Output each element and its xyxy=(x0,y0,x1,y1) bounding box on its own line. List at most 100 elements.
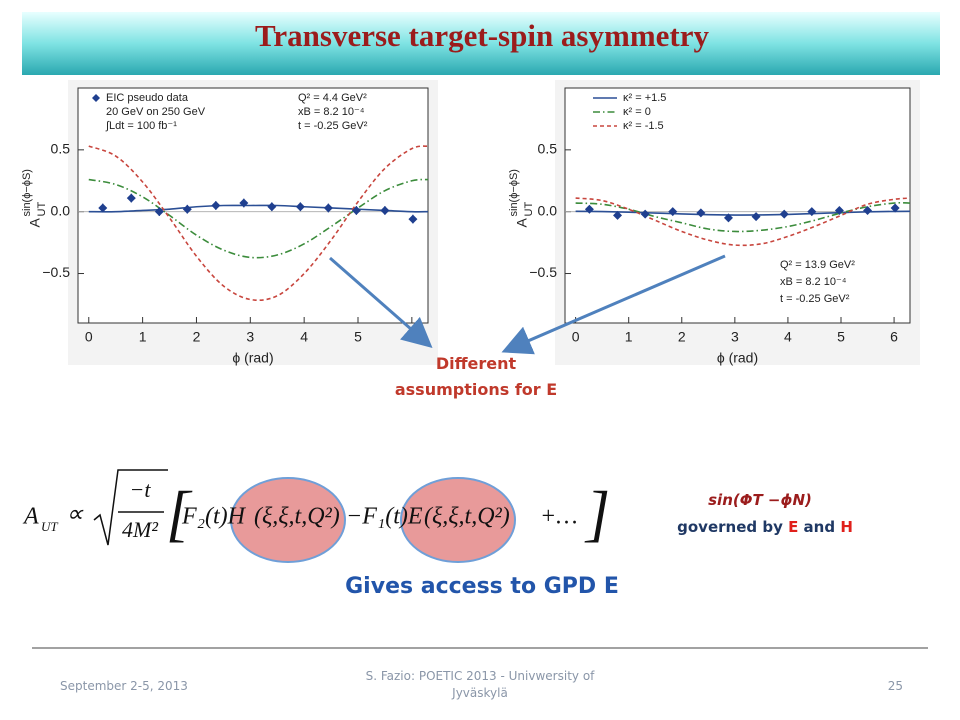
annotation: Q² = 13.9 GeV² xyxy=(780,259,855,271)
x-tick-label: 5 xyxy=(354,329,362,345)
y-tick-label: 0.0 xyxy=(51,202,71,218)
note-part: E xyxy=(788,518,798,536)
y-axis-label: sin(ϕ−ϕS) xyxy=(21,169,33,216)
curve xyxy=(575,197,911,247)
formula: 4M² xyxy=(122,517,158,542)
formula: −t xyxy=(130,477,152,502)
footer-date: September 2-5, 2013 xyxy=(60,679,188,693)
annotation: ∫Ldt = 100 fb⁻¹ xyxy=(105,120,177,132)
highlight-text: Gives access to GPD E xyxy=(345,574,619,599)
data-point xyxy=(267,202,277,212)
x-tick-label: 1 xyxy=(139,329,147,345)
arrow xyxy=(329,256,433,348)
x-tick-label: 6 xyxy=(890,329,898,345)
footer-page: 25 xyxy=(888,679,903,693)
curve xyxy=(575,201,911,233)
x-axis-label: ϕ (rad) xyxy=(232,350,273,366)
plot-area xyxy=(564,87,911,324)
data-point xyxy=(723,213,733,223)
data-point xyxy=(668,207,678,217)
y-axis-label: UT xyxy=(36,202,48,217)
callout: assumptions for E xyxy=(395,380,557,399)
y-axis-label: A xyxy=(27,218,43,228)
annotation: 20 GeV on 250 GeV xyxy=(106,106,206,118)
y-axis-label: sin(ϕ−ϕS) xyxy=(508,169,520,216)
curve xyxy=(88,145,429,302)
y-axis-label: A xyxy=(514,218,530,228)
slide-title: Transverse target-spin asymmetry xyxy=(255,18,709,53)
sqrt-sign xyxy=(93,469,168,546)
y-tick-label: −0.5 xyxy=(42,264,70,280)
formula: ∝ xyxy=(66,502,84,528)
callout: Different xyxy=(436,354,517,373)
data-point xyxy=(380,205,390,215)
x-tick-label: 2 xyxy=(678,329,686,345)
legend-label: κ² = 0 xyxy=(623,106,651,118)
annotation: xB = 8.2 10⁻⁴ xyxy=(298,106,365,118)
note-part: and xyxy=(798,518,840,536)
annotation: t = -0.25 GeV² xyxy=(780,293,850,305)
annotation: xB = 8.2 10⁻⁴ xyxy=(780,276,847,288)
x-tick-label: 0 xyxy=(85,329,93,345)
data-point xyxy=(751,212,761,222)
highlight-oval xyxy=(230,477,346,563)
data-point xyxy=(779,209,789,219)
formula: F₂(t)H xyxy=(181,504,247,530)
bracket: [ xyxy=(166,480,193,548)
data-point xyxy=(98,203,108,213)
footer-center: S. Fazio: POETIC 2013 - Univwersity of xyxy=(366,669,596,683)
data-point xyxy=(126,193,136,203)
bracket: ] xyxy=(584,480,610,548)
curve xyxy=(88,178,429,259)
formula: (ξ,ξ,t,Q²) xyxy=(424,504,510,530)
legend-label: EIC pseudo data xyxy=(106,92,189,104)
data-point xyxy=(640,209,650,219)
title-bar xyxy=(22,12,940,75)
formula: UT xyxy=(41,519,58,534)
data-point xyxy=(211,201,221,210)
plots: −0.50.00.50 1 2 3 4 5 6ϕ (rad)AUTsin(ϕ−ϕS)EIC … xyxy=(21,80,920,366)
annotation: t = -0.25 GeV² xyxy=(298,120,368,132)
data-point xyxy=(408,214,418,224)
x-tick-label: 4 xyxy=(784,329,792,345)
legend-label: κ² = +1.5 xyxy=(623,92,666,104)
y-tick-label: 0.5 xyxy=(51,141,71,157)
x-tick-label: 5 xyxy=(837,329,845,345)
y-tick-label: 0.5 xyxy=(538,141,558,157)
y-tick-label: 0.0 xyxy=(538,202,558,218)
legend-label: κ² = -1.5 xyxy=(623,120,664,132)
x-tick-label: 3 xyxy=(731,329,739,345)
note: governed by E and H xyxy=(677,518,853,536)
data-point xyxy=(613,210,623,220)
data-point xyxy=(351,205,361,215)
formula: (ξ,ξ,t,Q²) xyxy=(254,504,340,530)
x-tick-label: 1 xyxy=(625,329,633,345)
data-point xyxy=(239,198,249,208)
y-axis-label: UT xyxy=(523,202,535,217)
x-tick-label: 3 xyxy=(246,329,254,345)
footer-center: Jyväskylä xyxy=(451,686,508,700)
highlight-oval xyxy=(400,477,516,563)
data-point xyxy=(295,202,305,212)
arrow xyxy=(501,254,726,355)
formula: −F₁(t)E xyxy=(346,504,423,530)
x-tick-label: 2 xyxy=(193,329,201,345)
annotation: Q² = 4.4 GeV² xyxy=(298,92,367,104)
data-point xyxy=(154,207,164,217)
legend-marker xyxy=(92,94,100,102)
data-point xyxy=(834,205,844,215)
x-tick-label: 0 xyxy=(572,329,580,345)
data-point xyxy=(696,208,706,218)
x-tick-label: 4 xyxy=(300,329,308,345)
note-part: H xyxy=(840,518,853,536)
x-axis-label: ϕ (rad) xyxy=(717,350,758,366)
data-point xyxy=(863,205,873,215)
note: sin(ΦT −ϕN) xyxy=(708,491,812,509)
data-point xyxy=(182,204,192,214)
data-point xyxy=(584,204,594,214)
y-tick-label: −0.5 xyxy=(529,264,557,280)
formula: +… xyxy=(540,504,578,530)
note-part: governed by xyxy=(677,518,788,536)
